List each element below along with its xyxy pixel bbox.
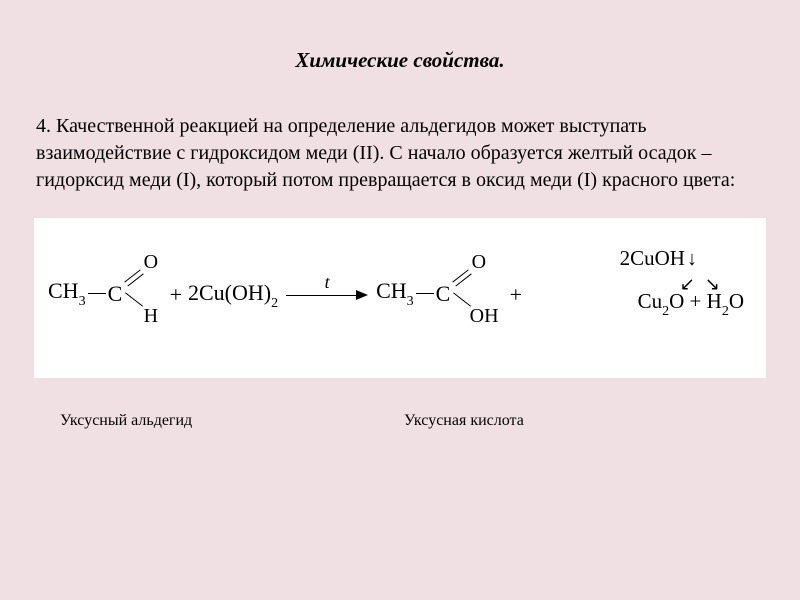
formula-captions: Уксусный альдегид Уксусная кислота xyxy=(36,412,764,442)
cu2o-h2o: Cu2O + H2O xyxy=(638,291,744,317)
body-paragraph: 4. Качественной реакцией на определение … xyxy=(36,113,764,194)
cuoh-precipitate: 2CuOH↓ xyxy=(620,248,744,269)
hydroxyl-group: OH xyxy=(470,305,499,328)
reagent-cuoh2: 2Cu(OH)2 xyxy=(188,280,278,310)
oxygen-atom: O xyxy=(144,251,158,274)
reaction-arrow: t xyxy=(286,290,368,300)
bond-line xyxy=(88,293,106,294)
reaction-equation: CH3 C O H + 2Cu(OH)2 t xyxy=(48,236,752,350)
reaction-formula-box: CH3 C O H + 2Cu(OH)2 t xyxy=(34,218,766,378)
precipitate-arrow-icon: ↓ xyxy=(687,248,697,270)
hydrogen-atom: H xyxy=(144,305,158,328)
slide-page: Химические свойства. 4. Качественной реа… xyxy=(0,0,800,466)
ch3-group: CH3 xyxy=(48,278,86,308)
reactant-acetaldehyde: CH3 C O H xyxy=(48,253,164,333)
carbon-atom: C xyxy=(436,281,451,307)
section-title: Химические свойства. xyxy=(36,48,764,73)
product-acetic-acid: CH3 C O OH xyxy=(376,253,492,333)
product-cuoh-decomposition: 2CuOH↓ ↙↘ Cu2O + H2O xyxy=(620,248,744,317)
double-bond xyxy=(123,268,145,288)
single-bond xyxy=(453,292,471,306)
carboxyl-group: C O OH xyxy=(436,253,492,333)
carbon-atom: C xyxy=(108,281,123,307)
single-bond xyxy=(125,292,143,306)
bond-line xyxy=(416,293,434,294)
ch3-group: CH3 xyxy=(376,278,414,308)
plus-sign: + xyxy=(170,282,182,308)
caption-acetic-acid: Уксусная кислота xyxy=(404,412,524,430)
oxygen-atom: O xyxy=(472,251,486,274)
caption-acetaldehyde: Уксусный альдегид xyxy=(60,412,192,430)
arrow-condition: t xyxy=(325,272,330,293)
double-bond xyxy=(451,268,473,288)
plus-sign: + xyxy=(510,282,522,308)
carbonyl-group: C O H xyxy=(108,253,164,333)
